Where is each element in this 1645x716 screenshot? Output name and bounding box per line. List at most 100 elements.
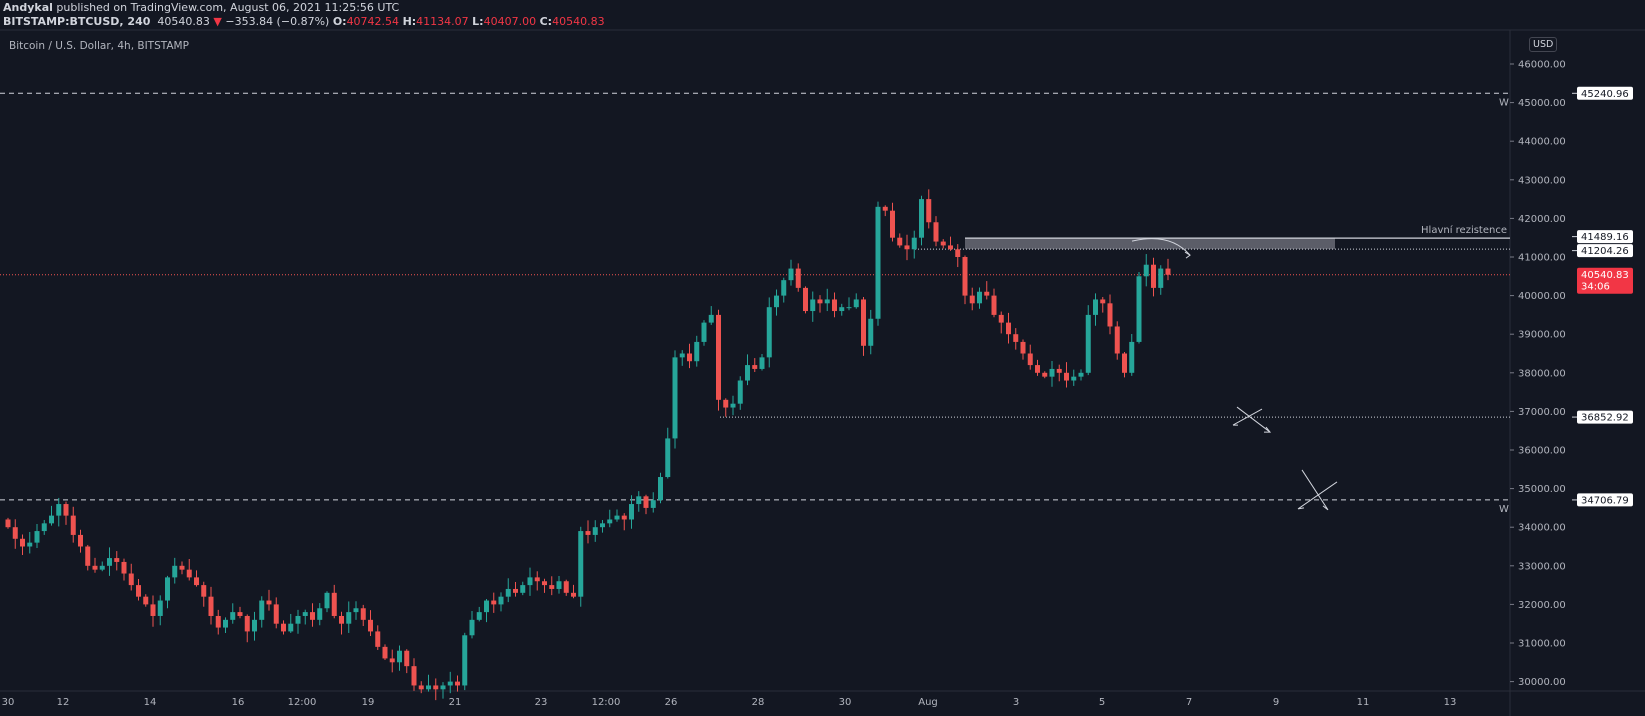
- candle-body[interactable]: [1020, 341, 1026, 354]
- candle-body[interactable]: [56, 504, 62, 516]
- candle-body[interactable]: [607, 519, 613, 524]
- candle-body[interactable]: [636, 496, 642, 505]
- candle-body[interactable]: [897, 237, 903, 246]
- candle-body[interactable]: [679, 353, 685, 358]
- candle-body[interactable]: [259, 600, 265, 620]
- candle-body[interactable]: [310, 612, 315, 620]
- candle-body[interactable]: [85, 546, 91, 566]
- candle-body[interactable]: [368, 619, 373, 632]
- candle-body[interactable]: [839, 307, 845, 312]
- candle-body[interactable]: [244, 615, 250, 632]
- candle-body[interactable]: [70, 515, 76, 535]
- candle-body[interactable]: [549, 585, 555, 589]
- candle-body[interactable]: [230, 612, 236, 620]
- candle-body[interactable]: [353, 608, 359, 613]
- candle-body[interactable]: [571, 592, 576, 597]
- candle-body[interactable]: [397, 650, 402, 663]
- candle-body[interactable]: [49, 515, 54, 524]
- candle-body[interactable]: [252, 619, 257, 632]
- candle-body[interactable]: [150, 604, 156, 616]
- candle-body[interactable]: [63, 504, 69, 516]
- candle-body[interactable]: [701, 322, 707, 342]
- candle-body[interactable]: [991, 295, 997, 315]
- candle-body[interactable]: [527, 577, 533, 586]
- candle-body[interactable]: [730, 403, 736, 408]
- price-scale-bg[interactable]: [1510, 30, 1645, 716]
- candle-body[interactable]: [629, 504, 634, 520]
- candle-body[interactable]: [462, 635, 468, 686]
- candle-body[interactable]: [107, 558, 112, 566]
- candle-body[interactable]: [273, 604, 279, 624]
- arrow-curve-icon[interactable]: [1131, 238, 1191, 256]
- candle-body[interactable]: [505, 588, 511, 597]
- candle-body[interactable]: [1006, 322, 1011, 335]
- candle-body[interactable]: [520, 585, 526, 593]
- candle-body[interactable]: [824, 299, 830, 304]
- candle-body[interactable]: [360, 608, 366, 620]
- candle-body[interactable]: [1093, 299, 1098, 315]
- candle-body[interactable]: [404, 650, 410, 667]
- candle-body[interactable]: [658, 477, 663, 501]
- candle-body[interactable]: [1136, 276, 1142, 342]
- cross-arrow-icon[interactable]: [1297, 469, 1338, 511]
- candle-body[interactable]: [1165, 268, 1171, 275]
- candle-body[interactable]: [12, 527, 18, 539]
- candle-body[interactable]: [1013, 334, 1019, 342]
- candle-body[interactable]: [136, 585, 141, 597]
- candle-body[interactable]: [1064, 372, 1069, 381]
- candle-body[interactable]: [331, 592, 337, 616]
- candle-body[interactable]: [810, 299, 816, 312]
- candle-body[interactable]: [955, 249, 961, 257]
- candle-body[interactable]: [542, 581, 547, 586]
- candle-body[interactable]: [288, 623, 294, 632]
- candle-body[interactable]: [455, 681, 460, 686]
- candle-body[interactable]: [128, 573, 134, 586]
- candle-body[interactable]: [1049, 368, 1055, 377]
- currency-button[interactable]: USD: [1529, 37, 1558, 52]
- candle-body[interactable]: [621, 515, 627, 520]
- candle-body[interactable]: [302, 612, 308, 616]
- candle-body[interactable]: [803, 287, 808, 312]
- candle-body[interactable]: [295, 615, 301, 624]
- candle-body[interactable]: [643, 496, 649, 508]
- candle-body[interactable]: [969, 295, 975, 304]
- candle-body[interactable]: [5, 519, 11, 528]
- candle-body[interactable]: [737, 380, 743, 404]
- candle-body[interactable]: [172, 565, 178, 578]
- candle-body[interactable]: [389, 658, 395, 663]
- candle-body[interactable]: [469, 619, 475, 636]
- candle-body[interactable]: [890, 210, 895, 238]
- candle-body[interactable]: [114, 558, 120, 562]
- candle-body[interactable]: [223, 619, 228, 628]
- candle-body[interactable]: [375, 631, 381, 647]
- candle-body[interactable]: [484, 600, 489, 613]
- candle-body[interactable]: [650, 500, 656, 508]
- candle-body[interactable]: [92, 565, 98, 570]
- candle-body[interactable]: [745, 365, 750, 381]
- candle-body[interactable]: [716, 314, 721, 400]
- candle-body[interactable]: [346, 612, 352, 624]
- candle-body[interactable]: [1158, 268, 1164, 288]
- candle-body[interactable]: [1027, 353, 1033, 366]
- candle-body[interactable]: [723, 399, 729, 408]
- candle-body[interactable]: [614, 515, 620, 520]
- candle-body[interactable]: [1071, 376, 1077, 381]
- candle-body[interactable]: [911, 237, 917, 250]
- candle-body[interactable]: [534, 577, 540, 582]
- candle-body[interactable]: [600, 523, 605, 528]
- candle-body[interactable]: [817, 299, 823, 304]
- candle-body[interactable]: [440, 685, 446, 690]
- candle-body[interactable]: [578, 531, 584, 597]
- candle-body[interactable]: [20, 538, 25, 547]
- candle-body[interactable]: [1151, 264, 1156, 288]
- candle-body[interactable]: [882, 206, 888, 211]
- candle-body[interactable]: [832, 299, 837, 312]
- candle-body[interactable]: [563, 581, 569, 593]
- cross-arrow-icon[interactable]: [1232, 406, 1272, 433]
- candle-body[interactable]: [317, 608, 323, 620]
- candle-body[interactable]: [933, 222, 939, 242]
- candle-body[interactable]: [752, 365, 758, 369]
- candle-body[interactable]: [1035, 365, 1040, 373]
- candle-body[interactable]: [215, 615, 221, 628]
